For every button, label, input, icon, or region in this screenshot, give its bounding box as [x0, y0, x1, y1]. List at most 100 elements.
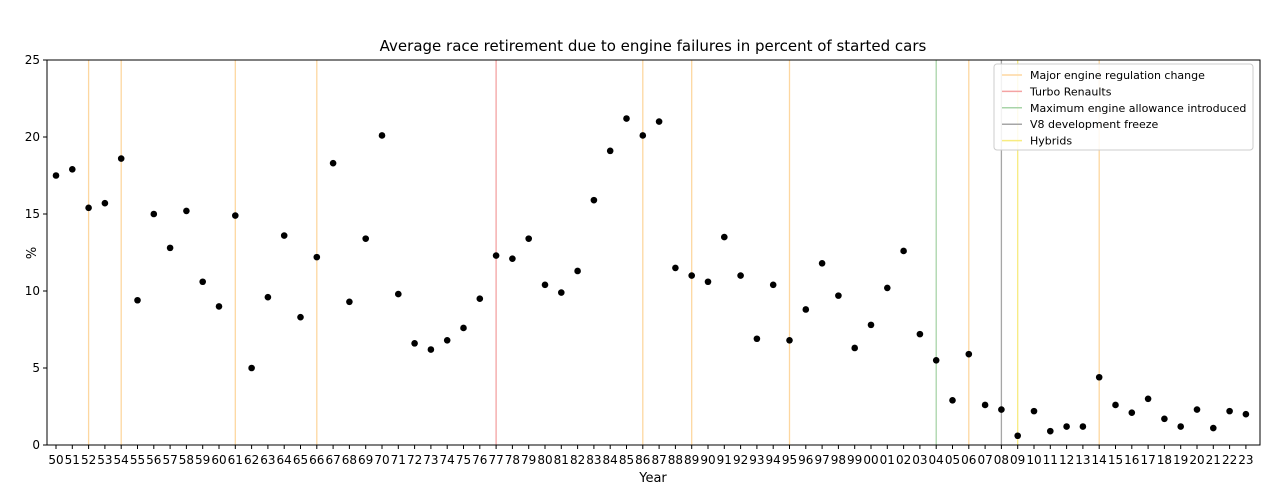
- data-point: [1144, 395, 1152, 403]
- x-tick-label: 05: [945, 453, 960, 467]
- data-point: [851, 344, 858, 352]
- data-point: [753, 335, 761, 343]
- y-axis: 0 5 10 15 20 25: [25, 53, 47, 452]
- x-tick-label: 17: [1140, 453, 1155, 467]
- x-tick-label: 69: [358, 453, 373, 467]
- data-point: [346, 298, 353, 306]
- legend-entry-label: Turbo Renaults: [1029, 85, 1112, 98]
- data-point: [574, 267, 581, 275]
- data-point: [1112, 401, 1119, 409]
- x-tick-label: 66: [309, 453, 324, 467]
- x-tick-label: 81: [554, 453, 569, 467]
- chart-title: Average race retirement due to engine fa…: [380, 37, 927, 55]
- data-point: [443, 336, 451, 344]
- x-tick-label: 72: [407, 453, 422, 467]
- x-tick-label: 87: [651, 453, 666, 467]
- data-point: [786, 336, 793, 344]
- data-point: [688, 272, 695, 279]
- x-tick-label: 67: [325, 453, 340, 467]
- x-tick-label: 58: [179, 453, 194, 467]
- data-point: [232, 212, 239, 219]
- x-tick-label: 91: [717, 453, 732, 467]
- x-tick-label: 23: [1238, 453, 1253, 467]
- y-tick-label: 25: [25, 53, 40, 67]
- x-tick-label: 18: [1157, 453, 1172, 467]
- x-tick-label: 92: [733, 453, 748, 467]
- data-point: [965, 350, 973, 358]
- legend-entry-label: Maximum engine allowance introduced: [1030, 102, 1246, 115]
- x-tick-label: 11: [1043, 453, 1058, 467]
- data-point: [362, 235, 370, 242]
- data-point: [215, 303, 223, 310]
- x-tick-label: 84: [603, 453, 618, 467]
- data-point: [672, 264, 679, 272]
- data-point: [1193, 406, 1201, 413]
- data-point: [655, 118, 663, 125]
- data-point: [492, 252, 500, 259]
- data-point: [1177, 423, 1184, 430]
- data-point: [998, 406, 1005, 413]
- data-point: [460, 324, 467, 332]
- x-tick-label: 76: [472, 453, 487, 467]
- y-tick-label: 0: [32, 438, 40, 452]
- x-tick-label: 08: [994, 453, 1009, 467]
- data-point: [395, 290, 402, 298]
- axes-frame: [46, 59, 1261, 446]
- data-point: [69, 166, 76, 173]
- x-tick-label: 77: [488, 453, 503, 467]
- y-tick-label: 10: [25, 284, 40, 298]
- data-point: [134, 296, 141, 304]
- x-tick-label: 15: [1108, 453, 1123, 467]
- x-tick-label: 99: [847, 453, 862, 467]
- data-point: [264, 293, 272, 301]
- x-tick-label: 61: [228, 453, 243, 467]
- data-point: [1095, 373, 1103, 381]
- x-tick-label: 51: [65, 453, 80, 467]
- data-point: [101, 199, 109, 207]
- data-point: [704, 278, 712, 286]
- x-tick-label: 06: [961, 453, 976, 467]
- data-point: [737, 272, 744, 279]
- data-point: [1079, 423, 1087, 430]
- x-tick-label: 04: [929, 453, 944, 467]
- data-point: [476, 295, 484, 303]
- data-point: [916, 330, 924, 338]
- x-tick-label: 55: [130, 453, 145, 467]
- x-tick-label: 82: [570, 453, 585, 467]
- x-tick-label: 21: [1206, 453, 1221, 467]
- data-point: [949, 397, 956, 404]
- data-point: [150, 210, 158, 218]
- x-tick-label: 64: [277, 453, 292, 467]
- data-point: [541, 281, 549, 289]
- data-point: [590, 196, 598, 204]
- data-point: [1063, 423, 1070, 430]
- x-tick-label: 63: [260, 453, 275, 467]
- legend-entry-label: V8 development freeze: [1030, 118, 1159, 131]
- data-point: [1047, 427, 1054, 435]
- vertical-lines: [87, 60, 1100, 445]
- y-axis-label: %: [25, 247, 40, 259]
- data-point: [639, 132, 647, 139]
- x-tick-label: 78: [505, 453, 520, 467]
- data-point: [721, 233, 728, 241]
- x-tick-label: 19: [1173, 453, 1188, 467]
- x-tick-label: 88: [668, 453, 683, 467]
- x-tick-label: 96: [798, 453, 813, 467]
- x-tick-label: 86: [635, 453, 650, 467]
- legend-entry-label: Hybrids: [1030, 135, 1072, 148]
- x-tick-label: 54: [114, 453, 129, 467]
- x-tick-label: 93: [749, 453, 764, 467]
- data-point: [981, 401, 989, 409]
- data-point: [802, 306, 810, 313]
- x-tick-label: 79: [521, 453, 536, 467]
- data-point: [297, 313, 304, 321]
- x-tick-label: 14: [1092, 453, 1107, 467]
- data-point: [509, 255, 516, 262]
- data-point: [1128, 409, 1136, 416]
- data-point: [378, 132, 386, 139]
- x-tick-label: 07: [977, 453, 992, 467]
- data-point: [769, 281, 777, 289]
- x-tick-label: 74: [440, 453, 455, 467]
- x-tick-label: 10: [1026, 453, 1041, 467]
- x-tick-label: 60: [211, 453, 226, 467]
